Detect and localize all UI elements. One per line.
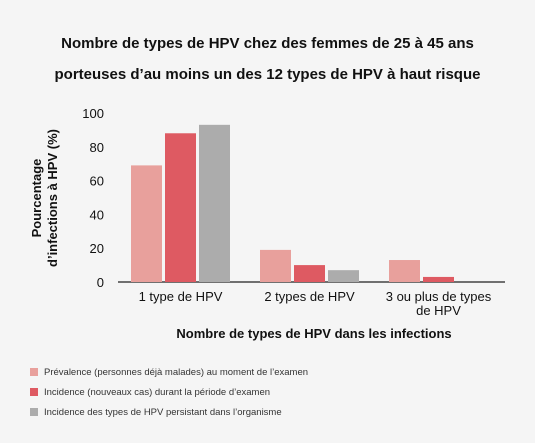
legend-item: Incidence (nouveaux cas) durant la pério… <box>30 382 308 402</box>
legend-label: Prévalence (personnes déjà malades) au m… <box>44 366 309 378</box>
legend-swatch <box>30 368 38 376</box>
bar-1-1 <box>294 265 325 282</box>
x-category-label: 2 types de HPV <box>264 289 355 304</box>
y-axis-label-line-1: Pourcentage <box>29 159 44 238</box>
legend-item: Incidence des types de HPV persistant da… <box>30 402 308 422</box>
x-category-label: 1 type de HPV <box>139 289 223 304</box>
legend-item: Prévalence (personnes déjà malades) au m… <box>30 362 308 382</box>
bar-0-2 <box>199 124 230 282</box>
y-axis-label-line-2: d’infections à HPV (%) <box>45 129 60 267</box>
y-tick-label: 100 <box>82 106 104 121</box>
bar-2-0 <box>389 260 420 282</box>
x-category-label: 3 ou plus de types <box>386 289 492 304</box>
legend-swatch <box>30 408 38 416</box>
bar-2-1 <box>423 276 454 282</box>
bar-1-2 <box>328 270 359 282</box>
y-tick-label: 40 <box>90 207 104 222</box>
y-tick-label: 60 <box>90 174 104 189</box>
bar-0-1 <box>165 133 196 282</box>
bar-0-0 <box>131 165 162 282</box>
chart-title: Nombre de types de HPV chez des femmes d… <box>0 28 535 90</box>
y-tick-label: 20 <box>90 241 104 256</box>
x-category-label: de HPV <box>416 303 461 318</box>
title-line-2: porteuses d’au moins un des 12 types de … <box>54 66 481 83</box>
x-axis-label: Nombre de types de HPV dans les infectio… <box>176 326 451 341</box>
legend: Prévalence (personnes déjà malades) au m… <box>30 362 308 422</box>
y-tick-label: 80 <box>90 140 104 155</box>
legend-label: Incidence (nouveaux cas) durant la pério… <box>44 386 271 398</box>
title-line-1: Nombre de types de HPV chez des femmes d… <box>61 35 474 52</box>
bar-1-0 <box>260 249 291 282</box>
legend-swatch <box>30 388 38 396</box>
legend-label: Incidence des types de HPV persistant da… <box>44 406 282 418</box>
y-tick-label: 0 <box>97 275 104 290</box>
